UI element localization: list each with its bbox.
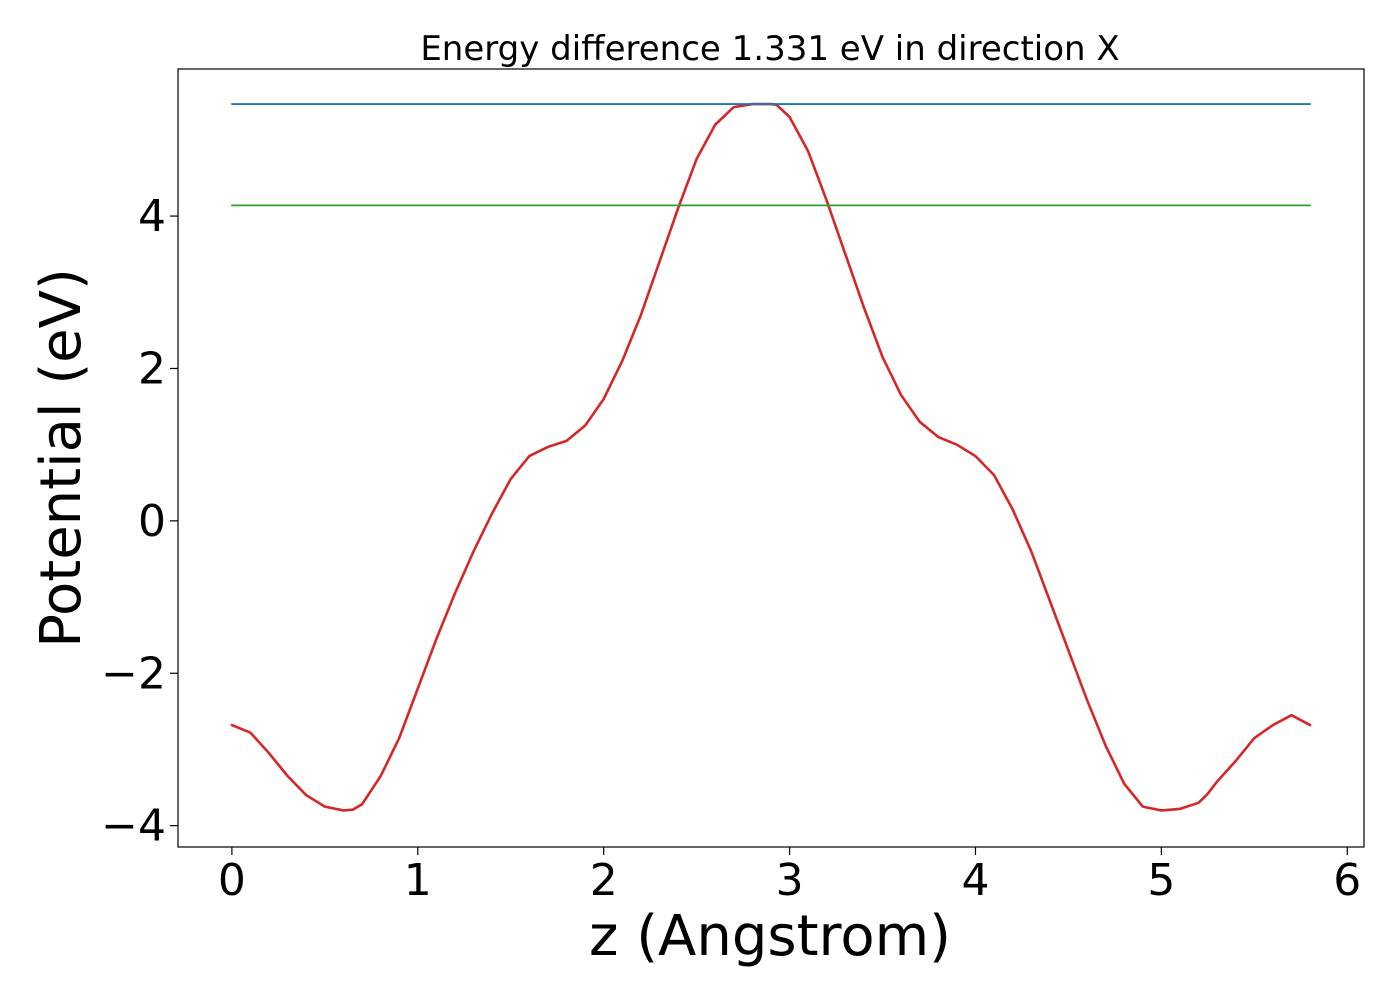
plot-area (177, 68, 1365, 848)
y-tick-label: 4 (138, 191, 166, 242)
x-tick-label: 2 (590, 855, 618, 906)
y-tick-label: 2 (138, 343, 166, 394)
chart-title: Energy difference 1.331 eV in direction … (420, 29, 1119, 69)
series-line-0 (230, 102, 1312, 812)
x-tick-label: 4 (961, 855, 989, 906)
y-tick-label: 0 (138, 496, 166, 547)
x-tick-label: 1 (404, 855, 432, 906)
x-tick-label: 3 (776, 855, 804, 906)
axes-frame (177, 68, 1365, 848)
series-layer (230, 102, 1312, 812)
y-tick-label: −4 (101, 801, 166, 852)
y-axis-ticks: −4 −2 0 2 4 (101, 191, 178, 852)
y-axis-label: Potential (eV) (29, 268, 94, 648)
x-tick-label: 0 (218, 855, 246, 906)
x-tick-label: 5 (1147, 855, 1175, 906)
x-axis-ticks: 0 1 2 3 4 5 6 (218, 847, 1361, 906)
y-tick-label: −2 (101, 648, 166, 699)
x-tick-label: 6 (1333, 855, 1361, 906)
x-axis-label: z (Angstrom) (589, 904, 951, 969)
